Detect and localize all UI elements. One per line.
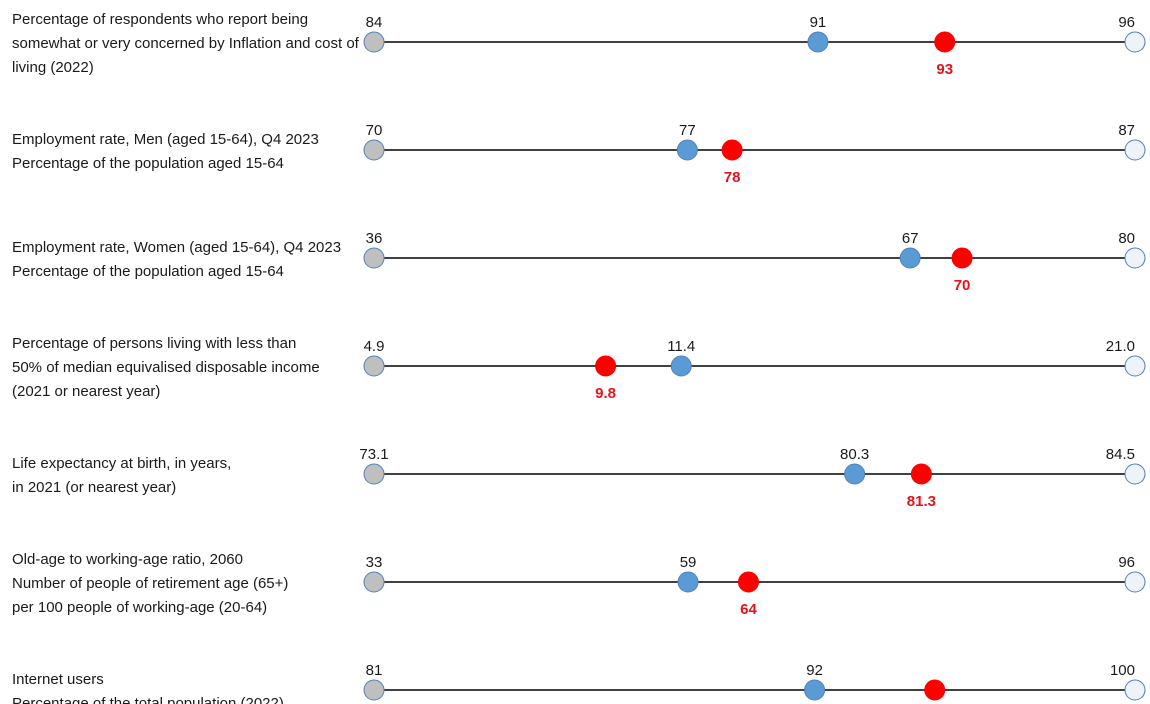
- average-marker: [670, 355, 692, 377]
- row-label-line: Internet users: [12, 671, 104, 688]
- row-label-line: Percentage of the population aged 15-64: [12, 155, 284, 172]
- max-value-label: 80: [1118, 230, 1135, 247]
- max-marker: [1124, 247, 1146, 269]
- max-marker: [1124, 571, 1146, 593]
- max-marker: [1124, 679, 1146, 701]
- min-value-label: 33: [366, 554, 383, 571]
- row-label-line: Percentage of the population aged 15-64: [12, 263, 284, 280]
- country-value-label: 78: [724, 169, 741, 186]
- country-marker: [910, 463, 932, 485]
- min-value-label: 73.1: [359, 446, 388, 463]
- min-value-label: 81: [366, 662, 383, 679]
- min-value-label: 70: [366, 122, 383, 139]
- country-marker: [934, 31, 956, 53]
- max-value-label: 96: [1118, 554, 1135, 571]
- row-label-line: (2021 or nearest year): [12, 383, 160, 400]
- max-marker: [1124, 139, 1146, 161]
- row-label-line: Employment rate, Men (aged 15-64), Q4 20…: [12, 131, 319, 148]
- min-marker: [363, 139, 385, 161]
- average-marker: [676, 139, 698, 161]
- max-value-label: 21.0: [1106, 338, 1135, 355]
- row-label-line: per 100 people of working-age (20-64): [12, 599, 267, 616]
- row-label-line: Employment rate, Women (aged 15-64), Q4 …: [12, 239, 341, 256]
- average-marker: [899, 247, 921, 269]
- row-label-line: Number of people of retirement age (65+): [12, 575, 288, 592]
- max-value-label: 96: [1118, 14, 1135, 31]
- row-label-line: Life expectancy at birth, in years,: [12, 455, 231, 472]
- min-value-label: 84: [366, 14, 383, 31]
- max-marker: [1124, 31, 1146, 53]
- row-label-line: Percentage of respondents who report bei…: [12, 11, 308, 28]
- min-value-label: 4.9: [364, 338, 385, 355]
- average-value-label: 91: [810, 14, 827, 31]
- row-label-line: 50% of median equivalised disposable inc…: [12, 359, 320, 376]
- min-marker: [363, 247, 385, 269]
- row-label-line: Percentage of persons living with less t…: [12, 335, 296, 352]
- max-value-label: 84.5: [1106, 446, 1135, 463]
- average-value-label: 77: [679, 122, 696, 139]
- average-value-label: 59: [680, 554, 697, 571]
- country-value-label: 93: [936, 61, 953, 78]
- min-marker: [363, 679, 385, 701]
- min-marker: [363, 31, 385, 53]
- max-value-label: 87: [1118, 122, 1135, 139]
- country-marker: [951, 247, 973, 269]
- country-marker: [924, 679, 946, 701]
- average-marker: [807, 31, 829, 53]
- country-value-label: 70: [954, 277, 971, 294]
- average-marker: [844, 463, 866, 485]
- row-label-line: Old-age to working-age ratio, 2060: [12, 551, 243, 568]
- country-marker: [721, 139, 743, 161]
- min-marker: [363, 571, 385, 593]
- country-value-label: 9.8: [595, 385, 616, 402]
- average-value-label: 80.3: [840, 446, 869, 463]
- country-value-label: 81.3: [907, 493, 936, 510]
- country-value-label: 64: [740, 601, 757, 618]
- min-value-label: 36: [366, 230, 383, 247]
- min-marker: [363, 355, 385, 377]
- row-label-line: Percentage of the total population (2022…: [12, 695, 284, 704]
- row-label-line: living (2022): [12, 59, 94, 76]
- max-value-label: 100: [1110, 662, 1135, 679]
- average-value-label: 11.4: [667, 338, 695, 355]
- row-label-line: somewhat or very concerned by Inflation …: [12, 35, 360, 52]
- country-marker: [595, 355, 617, 377]
- max-marker: [1124, 355, 1146, 377]
- average-value-label: 92: [806, 662, 823, 679]
- max-marker: [1124, 463, 1146, 485]
- average-marker: [804, 679, 826, 701]
- min-marker: [363, 463, 385, 485]
- country-marker: [737, 571, 759, 593]
- row-label-line: in 2021 (or nearest year): [12, 479, 176, 496]
- average-marker: [677, 571, 699, 593]
- average-value-label: 67: [902, 230, 919, 247]
